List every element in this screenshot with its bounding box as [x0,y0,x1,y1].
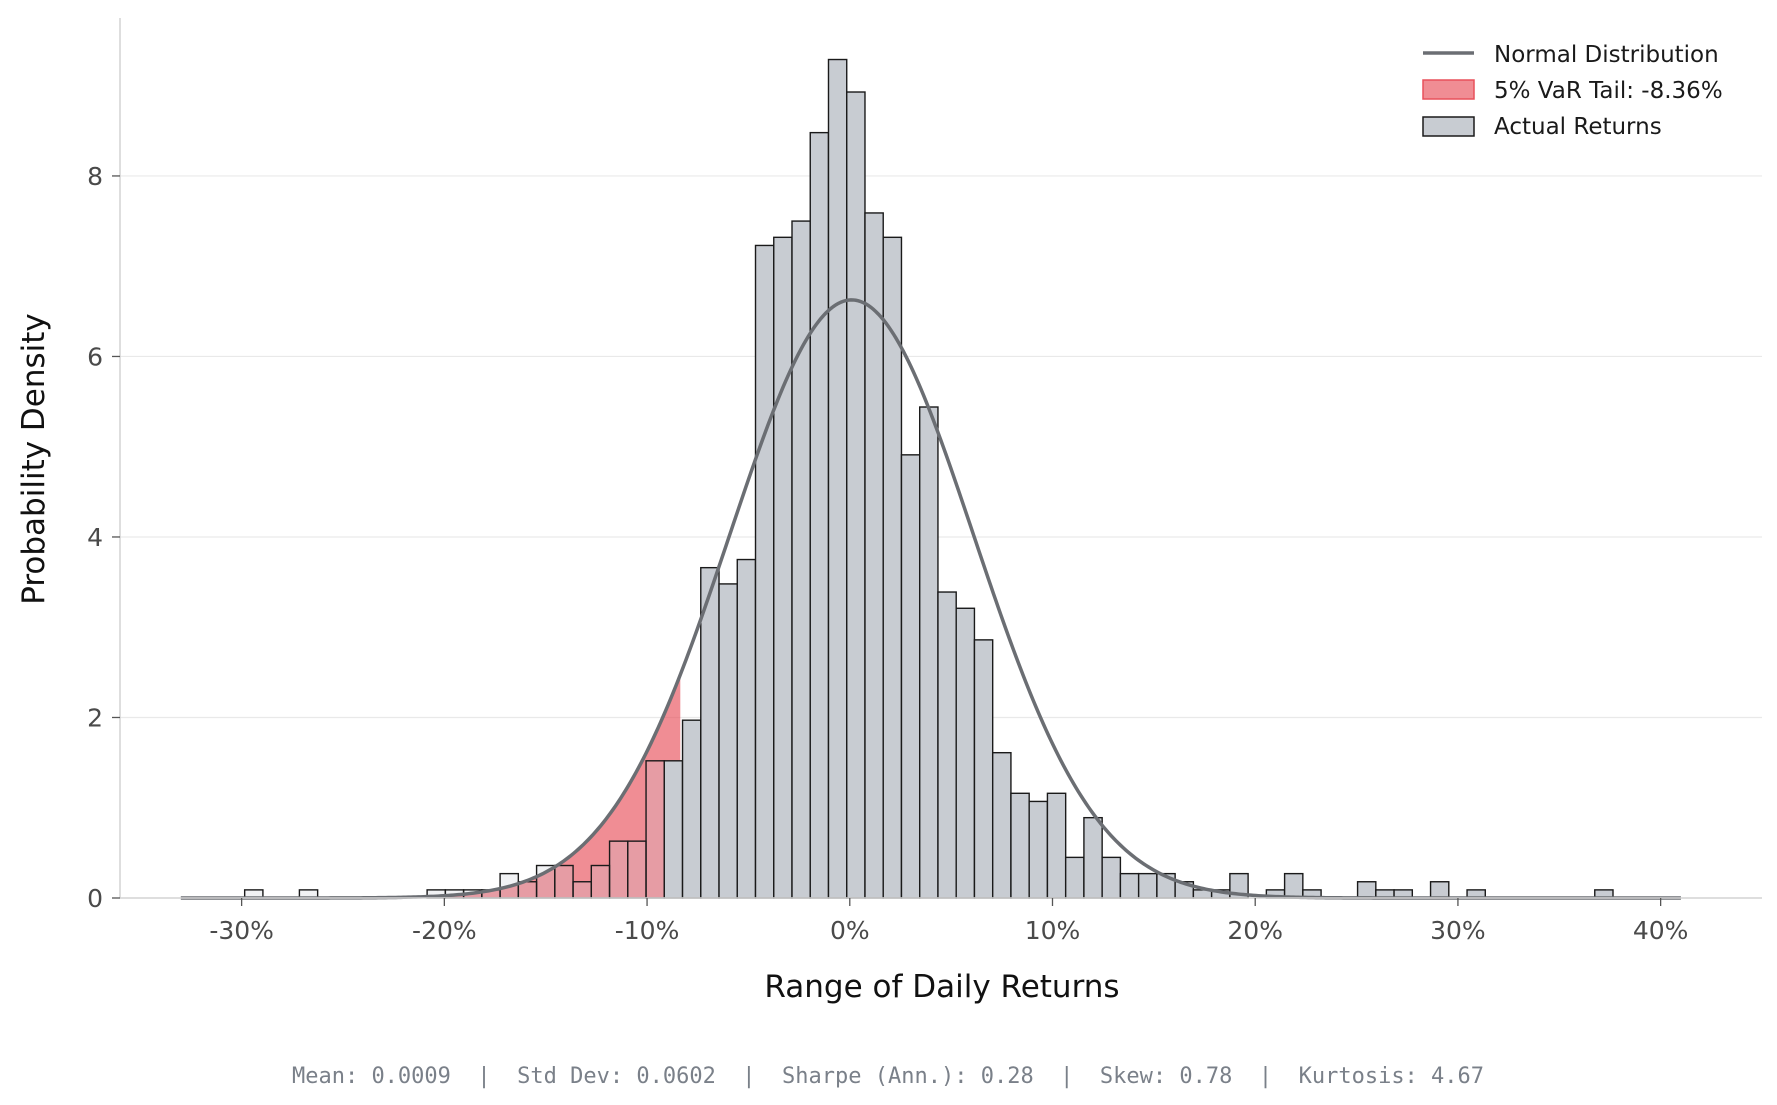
histogram-bar [1119,872,1140,899]
histogram-bar [1137,872,1158,899]
var-tail-layer [180,674,681,898]
histogram-bar [608,840,629,899]
histogram-bar [1283,872,1304,899]
histogram-bar [663,760,684,899]
legend-swatch-var [1422,79,1475,100]
x-tick-label: 30% [1430,916,1486,945]
legend-swatch-actual [1422,116,1475,137]
histogram-bar [1064,856,1085,899]
axes [119,18,1762,899]
legend: Normal Distribution 5% VaR Tail: -8.36% … [1422,42,1723,140]
histogram-bar [1101,856,1122,899]
histogram-bar [937,591,957,899]
histogram-bar [900,454,921,899]
x-tick-label: -20% [412,916,477,945]
histogram-bar [773,236,793,899]
histogram-bar [1429,881,1450,899]
x-tick-label: 10% [1025,916,1081,945]
x-tick-label: 40% [1633,916,1689,945]
y-tick-label: 6 [87,342,103,371]
histogram-bar [572,881,593,899]
histogram-bar [791,220,811,899]
histogram-bar [1083,816,1103,899]
histogram-bar [809,131,830,899]
y-tick-label: 0 [87,884,103,913]
y-axis-title: Probability Density [16,313,52,605]
histogram-bar [645,760,665,899]
histogram-bar [754,244,775,899]
x-tick-label: 0% [830,916,870,945]
histogram-bar [1046,792,1067,899]
legend-label-actual: Actual Returns [1494,114,1662,140]
histogram-bar [627,840,647,899]
histogram-bar [919,406,939,899]
histogram-bar [882,236,903,899]
x-ticks: -30% -20% -10% 0% 10% 20% 30% 40% [209,898,1688,945]
y-tick-label: 8 [87,162,103,191]
x-axis-title: Range of Daily Returns [764,969,1119,1005]
legend-label-normal: Normal Distribution [1494,42,1719,68]
var-tail-area [180,674,681,898]
histogram-bar [973,639,994,899]
histogram-bars [243,58,1614,899]
x-tick-label: -10% [615,916,680,945]
x-tick-label: -30% [209,916,274,945]
histogram-bar [736,558,757,899]
histogram-bar [1028,800,1049,899]
legend-label-var: 5% VaR Tail: -8.36% [1494,78,1723,104]
histogram-bar [1356,881,1377,899]
y-tick-label: 4 [87,523,103,552]
histogram-bar [590,864,611,899]
histogram-bar [827,58,848,899]
histogram-bar [554,864,574,899]
stats-footer: Mean: 0.0009 | Std Dev: 0.0602 | Sharpe … [292,1064,1484,1089]
histogram-bar [1010,792,1030,899]
histogram-bar [991,751,1012,899]
y-tick-label: 2 [87,703,103,732]
histogram-bar [846,91,866,899]
histogram-bar [700,566,720,899]
x-tick-label: 20% [1227,916,1283,945]
histogram-bar [681,719,702,899]
histogram-bar [955,607,976,899]
histogram-bar [718,583,738,899]
y-ticks: 0 2 4 6 8 [87,162,120,913]
